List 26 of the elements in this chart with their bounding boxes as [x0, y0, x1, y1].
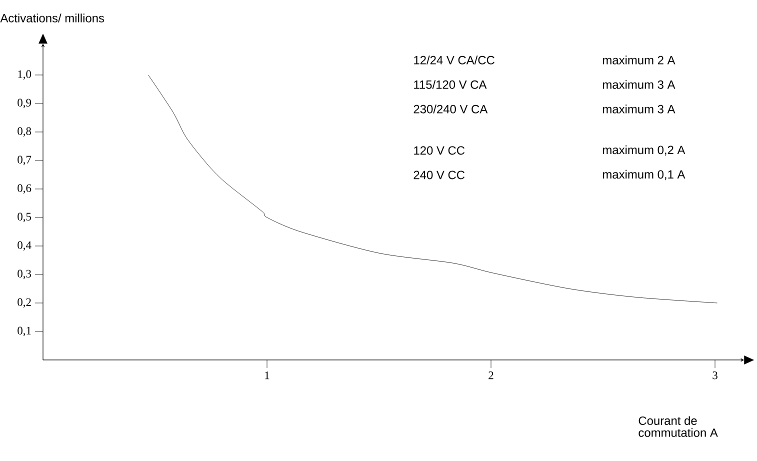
y-tick-label: 0,8: [18, 127, 32, 137]
y-tick-label: 0,4: [18, 241, 32, 251]
y-axis-title: Activations/ millions: [0, 14, 104, 22]
y-tick-label: 0,7: [18, 156, 32, 166]
y-tick-label: 0,5: [18, 212, 32, 222]
y-tick-label: 0,2: [18, 298, 31, 308]
annotation: 230/240 V CA: [414, 104, 488, 114]
y-tick-label: 0,1: [18, 326, 31, 336]
y-tick-label: 1,0: [18, 70, 32, 80]
annotation: 12/24 V CA/CC: [414, 56, 494, 64]
y-tick-label: 0,9: [18, 98, 32, 108]
y-tick-label: 0,3: [18, 270, 32, 280]
x-tick-label: 2: [488, 372, 494, 380]
annotation: 120 V CC: [414, 146, 465, 155]
y-tick-label: 0,6: [18, 184, 32, 194]
annotation: maximum 0,2 A: [603, 145, 686, 156]
annotation: maximum 3 A: [603, 104, 676, 114]
x-tick-label: 1: [265, 372, 270, 380]
x-axis-title: Courant de commutation A: [638, 416, 718, 437]
line-series: [148, 74, 718, 304]
x-tick-label: 3: [712, 372, 718, 380]
annotation: 240 V CC: [414, 170, 465, 180]
annotation: maximum 2 A: [603, 56, 676, 64]
annotation: 115/120 V CA: [414, 80, 487, 89]
annotation: maximum 0,1 A: [603, 170, 686, 180]
annotation: maximum 3 A: [603, 80, 676, 89]
